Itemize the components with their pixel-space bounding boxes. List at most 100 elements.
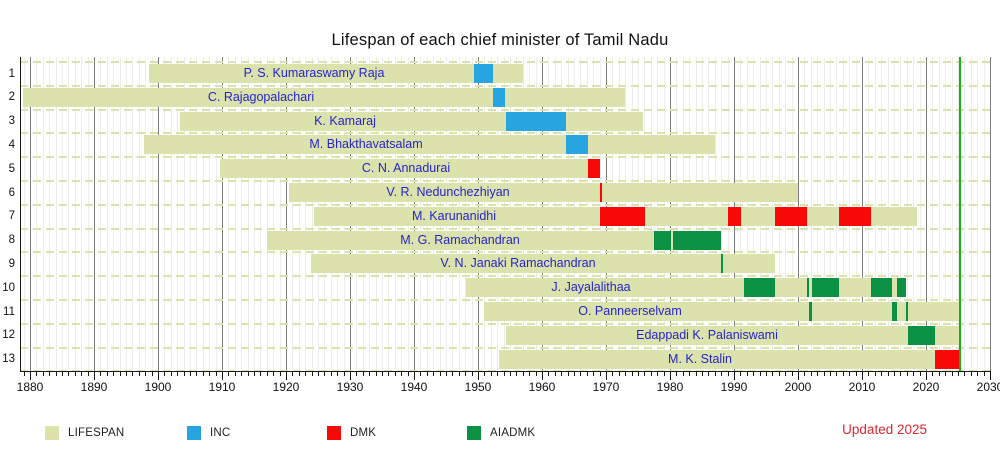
year-gridline: [62, 57, 63, 371]
year-gridline: [126, 57, 127, 371]
row-number: 9: [8, 257, 15, 270]
x-axis-minor-tick: [823, 372, 825, 376]
cm-name-label: J. Jayalalithaa: [551, 280, 631, 295]
year-gridline: [183, 57, 185, 371]
x-axis-minor-tick: [676, 372, 678, 376]
x-axis-major-tick: [350, 372, 351, 380]
x-axis-minor-tick: [874, 372, 876, 376]
term-segment-aiadmk: [896, 278, 907, 298]
legend-swatch: [327, 426, 341, 440]
x-axis-major-tick: [158, 372, 159, 380]
x-axis-major-tick: [478, 372, 479, 380]
x-axis-minor-tick: [919, 372, 921, 376]
x-axis-major-tick: [734, 372, 735, 380]
x-axis-minor-tick: [337, 372, 339, 376]
cm-name-label: Edappadi K. Palaniswami: [636, 327, 778, 342]
x-axis-minor-tick: [260, 372, 262, 376]
cm-name-label: M. G. Ramachandran: [400, 232, 520, 247]
x-axis-label: 1940: [400, 380, 428, 394]
x-axis-minor-tick: [702, 372, 703, 376]
x-axis-major-tick: [286, 372, 287, 380]
x-axis-minor-tick: [324, 372, 326, 376]
term-segment-dmk: [600, 183, 603, 202]
decade-gridline: [222, 57, 223, 371]
x-axis-minor-tick: [830, 372, 831, 376]
x-axis-minor-tick: [81, 372, 83, 376]
x-axis-minor-tick: [894, 372, 895, 376]
x-axis-major-tick: [670, 372, 671, 380]
x-axis-major-tick: [30, 372, 31, 380]
x-axis-minor-tick: [900, 372, 902, 376]
x-axis-minor-tick: [574, 372, 575, 376]
row-number: 1: [8, 67, 15, 80]
row-separator-dashes: [20, 132, 990, 135]
x-axis-label: 1950: [464, 380, 492, 394]
x-axis-minor-tick: [164, 372, 166, 376]
legend-item-inc: INC: [187, 426, 230, 440]
x-axis-minor-tick: [682, 372, 684, 376]
x-axis-minor-tick: [913, 372, 915, 376]
year-gridline: [970, 57, 972, 371]
x-axis-minor-tick: [548, 372, 550, 376]
x-axis-minor-tick: [554, 372, 556, 376]
year-gridline: [23, 57, 25, 371]
cm-name-label: M. Karunanidhi: [411, 208, 497, 223]
x-axis-label: 1990: [720, 380, 748, 394]
legend-item-lifespan: LIFESPAN: [45, 426, 124, 440]
x-axis-minor-tick: [151, 372, 153, 376]
x-axis-minor-tick: [330, 372, 332, 376]
x-axis-minor-tick: [567, 372, 569, 376]
cm-name-label: C. Rajagopalachari: [207, 89, 315, 104]
x-axis-minor-tick: [426, 372, 428, 376]
x-axis-minor-tick: [247, 372, 249, 376]
year-gridline: [266, 57, 268, 371]
year-gridline: [202, 57, 204, 371]
cm-name-label: V. N. Janaki Ramachandran: [440, 256, 596, 271]
x-axis-minor-tick: [945, 372, 947, 376]
x-axis-label: 1880: [16, 380, 44, 394]
x-axis-minor-tick: [36, 372, 38, 376]
x-axis-minor-tick: [311, 372, 313, 376]
x-axis-minor-tick: [881, 372, 883, 376]
x-axis-major-tick: [94, 372, 95, 380]
lifespan-bar: [484, 302, 959, 321]
row-number: 2: [8, 91, 15, 104]
row-number: 10: [2, 281, 15, 294]
x-axis-minor-tick: [612, 372, 614, 376]
row-number: 7: [8, 210, 15, 223]
term-segment-dmk: [934, 349, 959, 369]
x-axis-minor-tick: [740, 372, 742, 376]
term-segment-inc: [492, 87, 506, 107]
chart-title: Lifespan of each chief minister of Tamil…: [331, 31, 669, 49]
x-axis-minor-tick: [68, 372, 70, 376]
x-axis-label: 1910: [208, 380, 236, 394]
term-segment-aiadmk: [807, 278, 810, 298]
x-axis-minor-tick: [631, 372, 633, 376]
decade-gridline: [158, 57, 159, 371]
x-axis-minor-tick: [388, 372, 390, 376]
year-gridline: [138, 57, 140, 371]
x-axis-label: 1920: [272, 380, 300, 394]
x-axis-minor-tick: [138, 372, 140, 376]
x-axis-minor-tick: [887, 372, 889, 376]
x-axis-minor-tick: [721, 372, 723, 376]
year-gridline: [260, 57, 262, 371]
decade-gridline: [94, 57, 95, 371]
x-axis-minor-tick: [503, 372, 505, 376]
year-gridline: [241, 57, 243, 371]
decade-gridline: [926, 57, 927, 371]
x-axis-minor-tick: [695, 372, 697, 376]
year-gridline: [36, 57, 38, 371]
x-axis-minor-tick: [369, 372, 371, 376]
term-segment-aiadmk: [892, 302, 897, 321]
x-axis-minor-tick: [561, 372, 563, 376]
year-gridline: [177, 57, 179, 371]
x-axis-minor-tick: [190, 372, 191, 376]
x-axis-major-tick: [862, 372, 863, 380]
year-gridline: [74, 57, 76, 371]
x-axis-minor-tick: [23, 372, 25, 376]
x-axis-minor-tick: [849, 372, 851, 376]
x-axis-label: 2010: [848, 380, 876, 394]
row-separator-dashes: [20, 322, 990, 325]
x-axis-minor-tick: [87, 372, 89, 376]
